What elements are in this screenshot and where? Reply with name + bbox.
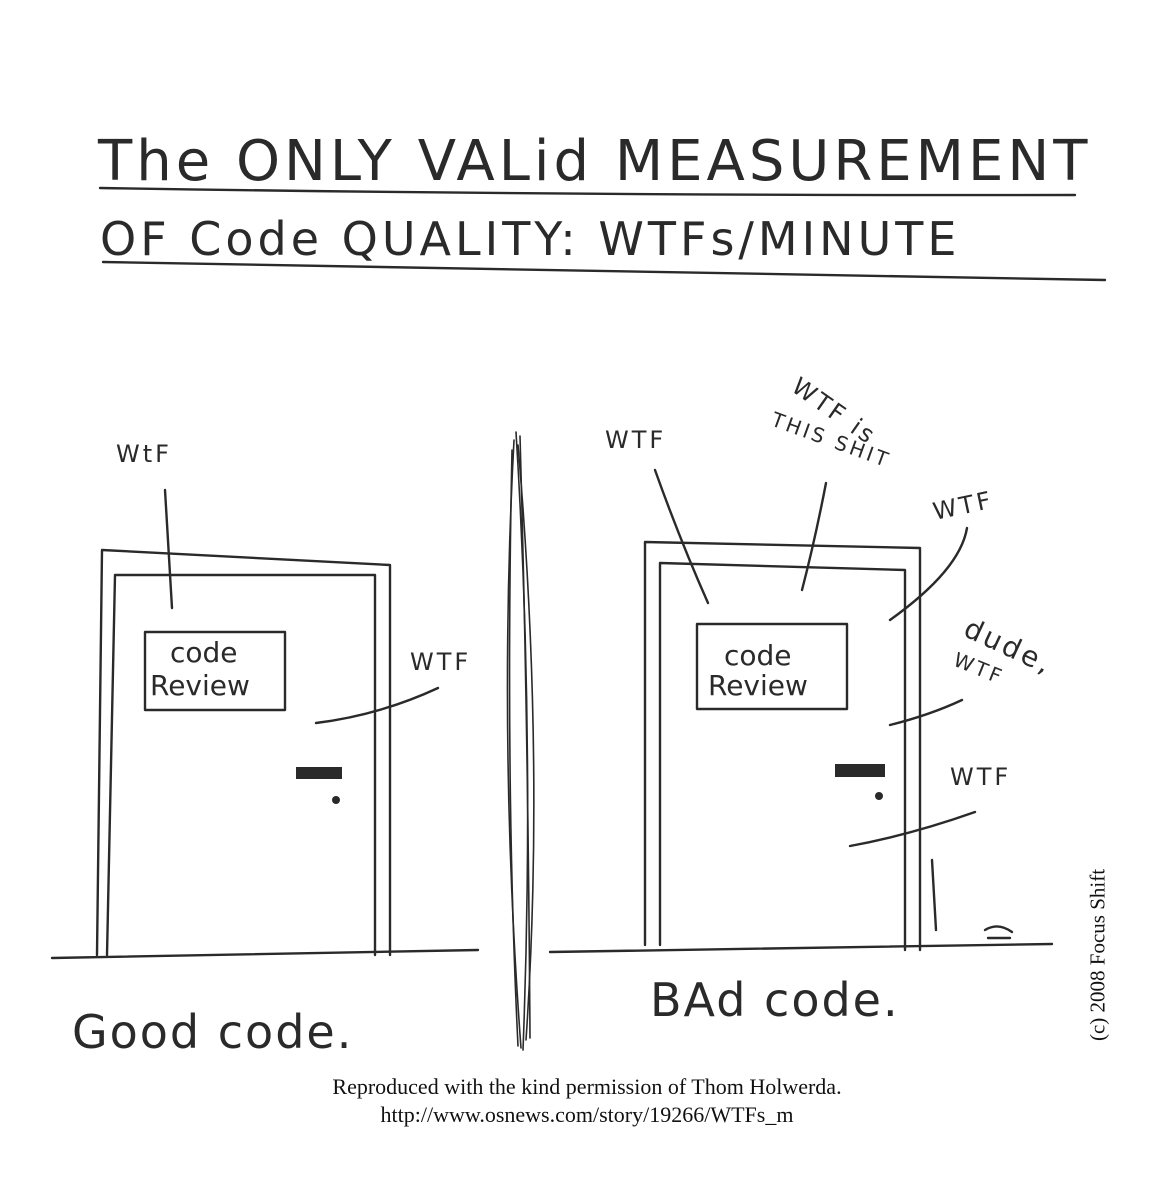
bad-code-caption: BAd code. [650,973,900,1027]
left-door-frame-inner [105,573,377,957]
left-sign-line-2: Review [150,669,250,702]
cartoon-title: The ONLY VALid MEASUREMENT OF Code QUALI… [97,129,1107,282]
left-wtf-1-pointer [163,488,174,610]
right-door-frame-outer [643,540,922,952]
right-door-handle [835,764,885,777]
bad-code-panel: code Review WTF WTF is THIS SHIT WTF dud… [548,372,1059,1027]
right-wtf-2-pointer [800,481,828,592]
left-code-review-sign [143,630,287,712]
title-line-1: The ONLY VALid MEASUREMENT [97,129,1091,194]
doodle-mark [983,925,1014,940]
right-keyhole [875,792,883,800]
title-underline-2 [101,260,1107,282]
right-floor-line [548,942,1054,954]
right-code-review-sign [695,622,849,711]
panel-divider [506,431,535,1051]
title-underline-1 [98,186,1077,197]
left-keyhole [332,796,340,804]
right-wtf-5-pointer [888,698,964,727]
right-wtf-1-pointer [653,468,710,605]
good-code-panel: code Review WtF WTF Good code. [50,440,480,1059]
left-door-frame-outer [95,548,392,957]
copyright-notice: (c) 2008 Focus Shift [1085,868,1110,1042]
left-wtf-1: WtF [116,440,172,468]
right-sign-line-2: Review [708,669,808,702]
right-wtf-4-pointer [888,526,969,622]
left-wtf-2: WTF [410,648,471,676]
title-line-2: OF Code QUALITY: WTFs/MINUTE [100,212,960,266]
credit-line-1: Reproduced with the kind permission of T… [332,1074,842,1099]
right-wtf-6: WTF [950,763,1011,791]
left-sign-line-1: code [170,636,238,669]
left-door-handle [296,767,342,779]
left-wtf-2-pointer [314,686,440,725]
right-sign-line-1: code [724,639,792,672]
good-code-caption: Good code. [72,1005,353,1059]
right-wtf-4: WTF [930,486,996,526]
right-wtf-6-pointer [848,810,977,848]
credit-url: http://www.osnews.com/story/19266/WTFs_m [380,1102,794,1127]
right-wtf-1: WTF [605,426,666,454]
wall-scribble [930,858,938,932]
right-door-frame-inner [658,561,907,952]
left-floor-line [50,948,480,960]
